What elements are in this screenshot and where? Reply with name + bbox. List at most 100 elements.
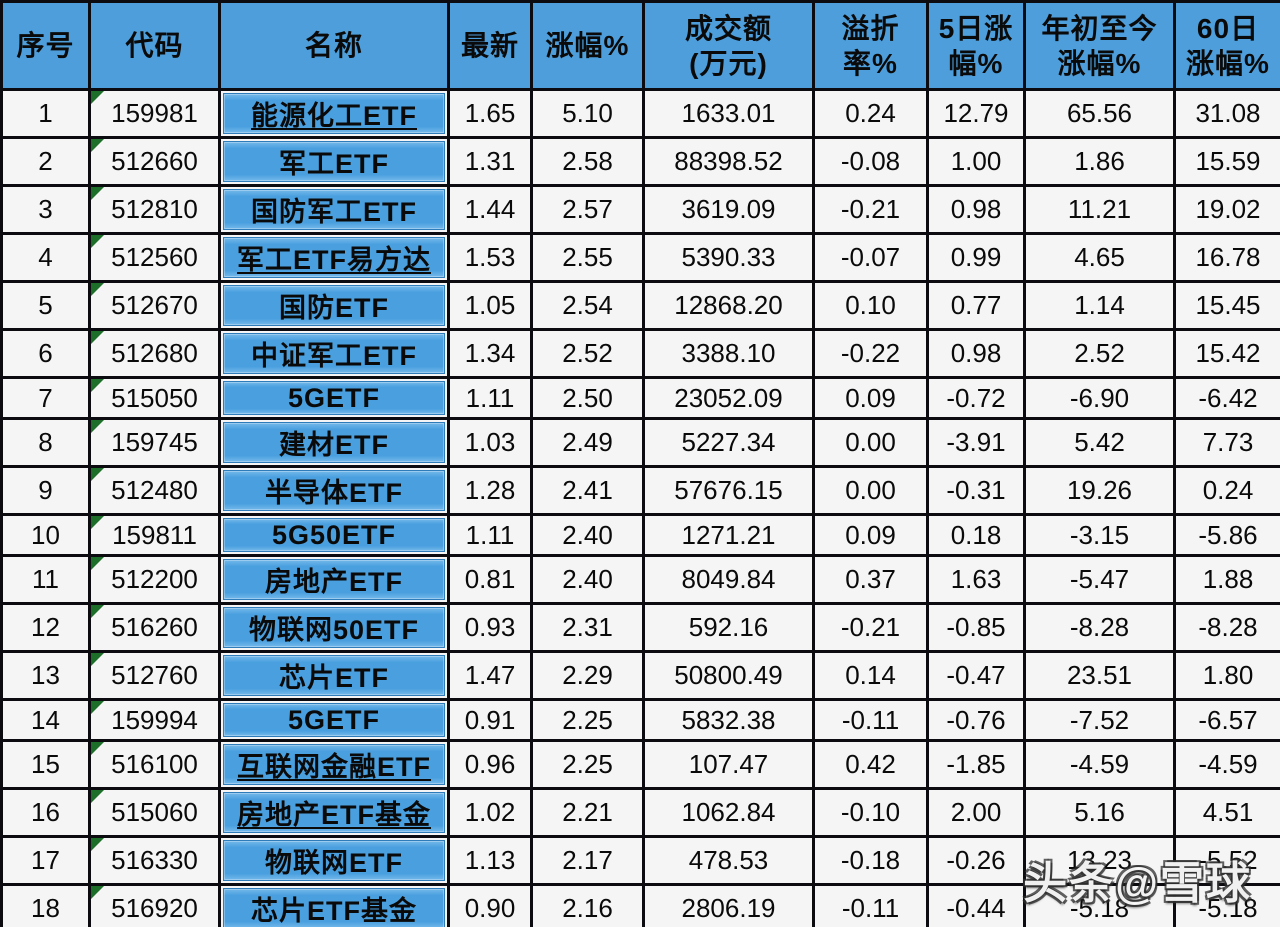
etf-name: 房地产ETF基金 <box>237 800 431 830</box>
cell-latest: 1.11 <box>447 376 533 420</box>
cell-ytd: 4.65 <box>1023 232 1176 283</box>
col-header-latest: 最新 <box>447 0 533 91</box>
cell-latest: 1.03 <box>447 417 533 468</box>
comment-marker-icon <box>92 517 104 529</box>
cell-d60: -6.57 <box>1173 698 1280 742</box>
cell-premium: -0.07 <box>812 232 929 283</box>
cell-code: 512560 <box>88 232 221 283</box>
etf-name: 国防ETF <box>279 293 389 323</box>
cell-latest: 0.90 <box>447 883 533 927</box>
table-row: 4 512560 军工ETF易方达 1.53 2.55 5390.33 -0.07 0.99 4… <box>0 232 1280 283</box>
table-row: 13 512760 芯片ETF 1.47 2.29 50800.49 0.14 -0.47 23… <box>0 650 1280 701</box>
col-header-ytd: 年初至今 涨幅% <box>1023 0 1176 91</box>
code-text: 512660 <box>111 146 198 176</box>
cell-code: 512670 <box>88 280 221 331</box>
cell-d5: 12.79 <box>926 88 1026 139</box>
cell-chg: 2.29 <box>530 650 645 701</box>
etf-name: 中证军工ETF <box>251 341 417 371</box>
cell-d60: 1.88 <box>1173 554 1280 605</box>
cell-turnover: 2806.19 <box>642 883 815 927</box>
cell-ytd: 11.21 <box>1023 184 1176 235</box>
code-text: 512670 <box>111 290 198 320</box>
cell-ytd: -3.15 <box>1023 513 1176 557</box>
comment-marker-icon <box>92 92 104 104</box>
cell-d5: 0.99 <box>926 232 1026 283</box>
cell-ytd: -5.47 <box>1023 554 1176 605</box>
table-row: 14 159994 5GETF 0.91 2.25 5832.38 -0.11 -0.76 -7… <box>0 698 1280 742</box>
comment-marker-icon <box>92 332 104 344</box>
cell-d60: 0.24 <box>1173 465 1280 516</box>
cell-turnover: 50800.49 <box>642 650 815 701</box>
cell-latest: 1.34 <box>447 328 533 379</box>
cell-chg: 2.52 <box>530 328 645 379</box>
name-chip: 中证军工ETF <box>223 333 445 374</box>
cell-premium: -0.22 <box>812 328 929 379</box>
cell-chg: 2.57 <box>530 184 645 235</box>
cell-name: 中证军工ETF <box>218 328 450 379</box>
cell-d5: -0.76 <box>926 698 1026 742</box>
col-header-name: 名称 <box>218 0 450 91</box>
comment-marker-icon <box>92 654 104 666</box>
etf-name: 芯片ETF基金 <box>251 896 417 926</box>
cell-name: 军工ETF易方达 <box>218 232 450 283</box>
cell-name: 5GETF <box>218 376 450 420</box>
cell-name: 互联网金融ETF <box>218 739 450 790</box>
cell-code: 516920 <box>88 883 221 927</box>
cell-premium: -0.08 <box>812 136 929 187</box>
cell-d60: -5.18 <box>1173 883 1280 927</box>
comment-marker-icon <box>92 380 104 392</box>
cell-d60: 15.59 <box>1173 136 1280 187</box>
cell-name: 芯片ETF <box>218 650 450 701</box>
col-header-d5: 5日涨 幅% <box>926 0 1026 91</box>
cell-d5: 2.00 <box>926 787 1026 838</box>
cell-code: 516100 <box>88 739 221 790</box>
cell-latest: 0.96 <box>447 739 533 790</box>
name-chip: 半导体ETF <box>223 470 445 511</box>
cell-ytd: -6.90 <box>1023 376 1176 420</box>
cell-latest: 0.93 <box>447 602 533 653</box>
cell-name: 5GETF <box>218 698 450 742</box>
comment-marker-icon <box>92 421 104 433</box>
cell-name: 房地产ETF <box>218 554 450 605</box>
cell-d5: 0.77 <box>926 280 1026 331</box>
cell-chg: 2.50 <box>530 376 645 420</box>
table-row: 17 516330 物联网ETF 1.13 2.17 478.53 -0.18 -0.26 13… <box>0 835 1280 886</box>
name-chip: 物联网ETF <box>223 840 445 881</box>
etf-name: 互联网金融ETF <box>237 752 431 782</box>
cell-turnover: 5832.38 <box>642 698 815 742</box>
name-chip: 房地产ETF基金 <box>223 792 445 833</box>
cell-chg: 2.31 <box>530 602 645 653</box>
cell-turnover: 478.53 <box>642 835 815 886</box>
cell-d60: -8.28 <box>1173 602 1280 653</box>
table-row: 12 516260 物联网50ETF 0.93 2.31 592.16 -0.21 -0.85… <box>0 602 1280 653</box>
cell-code: 159981 <box>88 88 221 139</box>
code-text: 516100 <box>111 749 198 779</box>
cell-d60: 1.80 <box>1173 650 1280 701</box>
cell-code: 512660 <box>88 136 221 187</box>
code-text: 512200 <box>111 564 198 594</box>
cell-ytd: 5.42 <box>1023 417 1176 468</box>
cell-d60: -4.59 <box>1173 739 1280 790</box>
etf-name: 国防军工ETF <box>251 197 417 227</box>
table-row: 9 512480 半导体ETF 1.28 2.41 57676.15 0.00 -0.31 19… <box>0 465 1280 516</box>
cell-premium: -0.11 <box>812 883 929 927</box>
table-row: 1 159981 能源化工ETF 1.65 5.10 1633.01 0.24 12.79 65… <box>0 88 1280 139</box>
cell-no: 9 <box>0 465 91 516</box>
cell-latest: 1.28 <box>447 465 533 516</box>
code-text: 512560 <box>111 242 198 272</box>
name-chip: 5G50ETF <box>223 518 445 552</box>
cell-chg: 2.54 <box>530 280 645 331</box>
cell-ytd: -5.18 <box>1023 883 1176 927</box>
cell-turnover: 1062.84 <box>642 787 815 838</box>
cell-d60: 4.51 <box>1173 787 1280 838</box>
cell-premium: -0.11 <box>812 698 929 742</box>
etf-name: 军工ETF <box>279 149 389 179</box>
cell-name: 国防军工ETF <box>218 184 450 235</box>
cell-name: 物联网ETF <box>218 835 450 886</box>
cell-no: 4 <box>0 232 91 283</box>
etf-name: 5GETF <box>287 382 380 413</box>
table-row: 10 159811 5G50ETF 1.11 2.40 1271.21 0.09 0.18 -3… <box>0 513 1280 557</box>
cell-d60: 15.42 <box>1173 328 1280 379</box>
cell-turnover: 1271.21 <box>642 513 815 557</box>
cell-no: 8 <box>0 417 91 468</box>
